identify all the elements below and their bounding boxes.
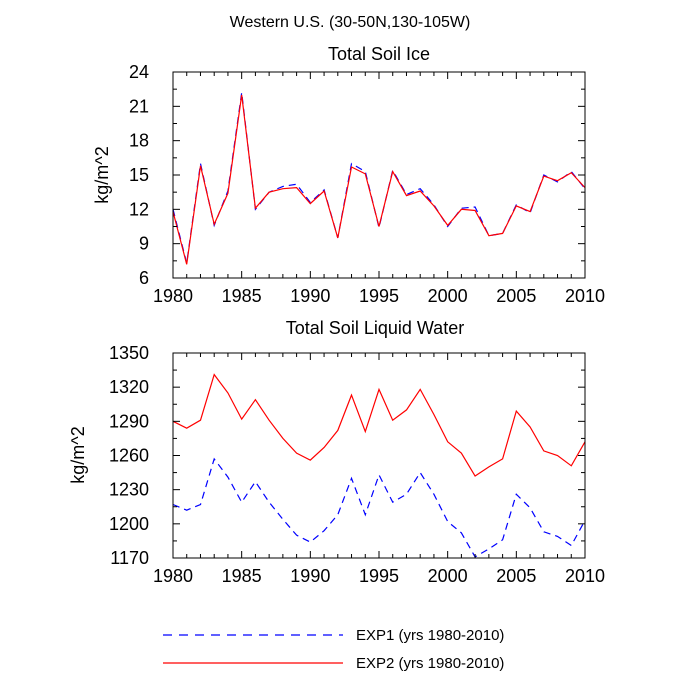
y-tick-label: 15: [129, 165, 149, 185]
figure-title: Western U.S. (30-50N,130-105W): [230, 14, 471, 31]
x-tick-label: 2000: [428, 566, 468, 586]
series-line-exp1: [172, 92, 586, 264]
y-axis-label: kg/m^2: [92, 146, 112, 203]
chart-total-soil-ice: Total Soil Ice kg/m^2 1980 1985 1990 1995 20…: [92, 44, 605, 306]
x-tick-label: 1995: [359, 286, 399, 306]
x-tick-label: 2005: [496, 286, 536, 306]
legend-entry-exp2: EXP2 (yrs 1980-2010): [163, 655, 504, 672]
legend-label-exp2: EXP2 (yrs 1980-2010): [356, 655, 504, 672]
y-tick-label: 1260: [109, 446, 149, 466]
y-tick-label: 1350: [109, 343, 149, 363]
y-tick-label: 1200: [109, 514, 149, 534]
y-tick-label: 1290: [109, 411, 149, 431]
legend-entry-exp1: EXP1 (yrs 1980-2010): [163, 627, 504, 644]
x-tick-label: 1985: [222, 566, 262, 586]
legend: EXP1 (yrs 1980-2010) EXP2 (yrs 1980-2010…: [163, 627, 504, 672]
x-tick-label: 1990: [290, 286, 330, 306]
y-tick-label: 1170: [110, 548, 149, 568]
x-tick-label: 2010: [565, 286, 605, 306]
x-tick-label: 2000: [428, 286, 468, 306]
y-tick-label: 24: [129, 62, 149, 82]
legend-label-exp1: EXP1 (yrs 1980-2010): [356, 627, 504, 644]
plot-frame: [172, 352, 586, 559]
x-tick-label: 2010: [565, 566, 605, 586]
series-line-exp2: [172, 94, 586, 265]
y-tick-label: 18: [129, 131, 149, 151]
chart-title: Total Soil Ice: [328, 44, 430, 64]
chart-total-soil-liquid-water: Total Soil Liquid Water kg/m^2 1980 1985 1…: [68, 318, 605, 586]
x-tick-label: 1985: [222, 286, 262, 306]
x-tick-label: 1995: [359, 566, 399, 586]
y-tick-label: 9: [139, 234, 149, 254]
x-tick-label: 2005: [496, 566, 536, 586]
y-tick-label: 6: [139, 268, 149, 288]
x-tick-label: 1980: [153, 566, 193, 586]
chart-title: Total Soil Liquid Water: [286, 318, 464, 338]
y-axis-label: kg/m^2: [68, 426, 88, 483]
y-tick-label: 1320: [109, 377, 149, 397]
y-tick-label: 1230: [109, 480, 149, 500]
y-tick-label: 21: [129, 96, 149, 116]
x-tick-label: 1990: [290, 566, 330, 586]
x-tick-label: 1980: [153, 286, 193, 306]
y-tick-label: 12: [129, 199, 149, 219]
series-line-exp1: [172, 457, 586, 558]
plot-frame: [172, 71, 586, 279]
series-line-exp2: [172, 373, 586, 477]
